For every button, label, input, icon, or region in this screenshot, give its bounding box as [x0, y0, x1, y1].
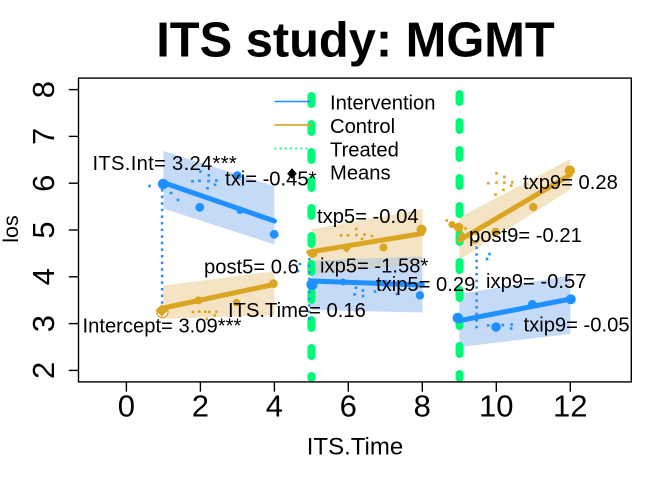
svg-text:Treated: Treated — [330, 139, 399, 161]
svg-text:ITS.Time: ITS.Time — [307, 434, 403, 461]
svg-text:ixp5= -1.58*: ixp5= -1.58* — [320, 256, 428, 278]
svg-text:Control: Control — [330, 116, 395, 138]
svg-text:txp9= 0.28: txp9= 0.28 — [523, 172, 618, 194]
svg-text:4: 4 — [266, 389, 283, 424]
svg-text:5: 5 — [26, 221, 61, 238]
svg-text:6: 6 — [26, 175, 61, 192]
svg-text:ITS.Time= 0.16: ITS.Time= 0.16 — [228, 300, 366, 322]
svg-text:ITS.Int= 3.24***: ITS.Int= 3.24*** — [93, 153, 238, 175]
svg-text:2: 2 — [26, 362, 61, 379]
svg-text:6: 6 — [340, 389, 357, 424]
svg-text:Intervention: Intervention — [330, 93, 436, 115]
svg-text:3: 3 — [26, 315, 61, 332]
svg-text:los: los — [0, 215, 23, 242]
svg-text:2: 2 — [192, 389, 209, 424]
svg-text:8: 8 — [414, 389, 431, 424]
svg-text:7: 7 — [26, 128, 61, 145]
svg-text:12: 12 — [553, 389, 587, 424]
svg-text:0: 0 — [118, 389, 135, 424]
svg-text:10: 10 — [479, 389, 513, 424]
svg-text:txi= -0.45*: txi= -0.45* — [225, 169, 317, 191]
svg-text:post9= -0.21: post9= -0.21 — [469, 225, 582, 247]
svg-text:txip5= 0.29: txip5= 0.29 — [376, 274, 475, 296]
svg-text:8: 8 — [26, 81, 61, 98]
svg-text:ITS study: MGMT: ITS study: MGMT — [156, 13, 555, 67]
svg-text:txp5= -0.04: txp5= -0.04 — [317, 206, 419, 228]
svg-text:4: 4 — [26, 268, 61, 285]
svg-text:post5= 0.6: post5= 0.6 — [204, 257, 299, 279]
svg-text:txip9= -0.05: txip9= -0.05 — [524, 315, 630, 337]
svg-text:Means: Means — [330, 163, 391, 185]
svg-text:ixp9= -0.57: ixp9= -0.57 — [486, 271, 586, 293]
svg-text:Intercept= 3.09***: Intercept= 3.09*** — [83, 316, 242, 338]
